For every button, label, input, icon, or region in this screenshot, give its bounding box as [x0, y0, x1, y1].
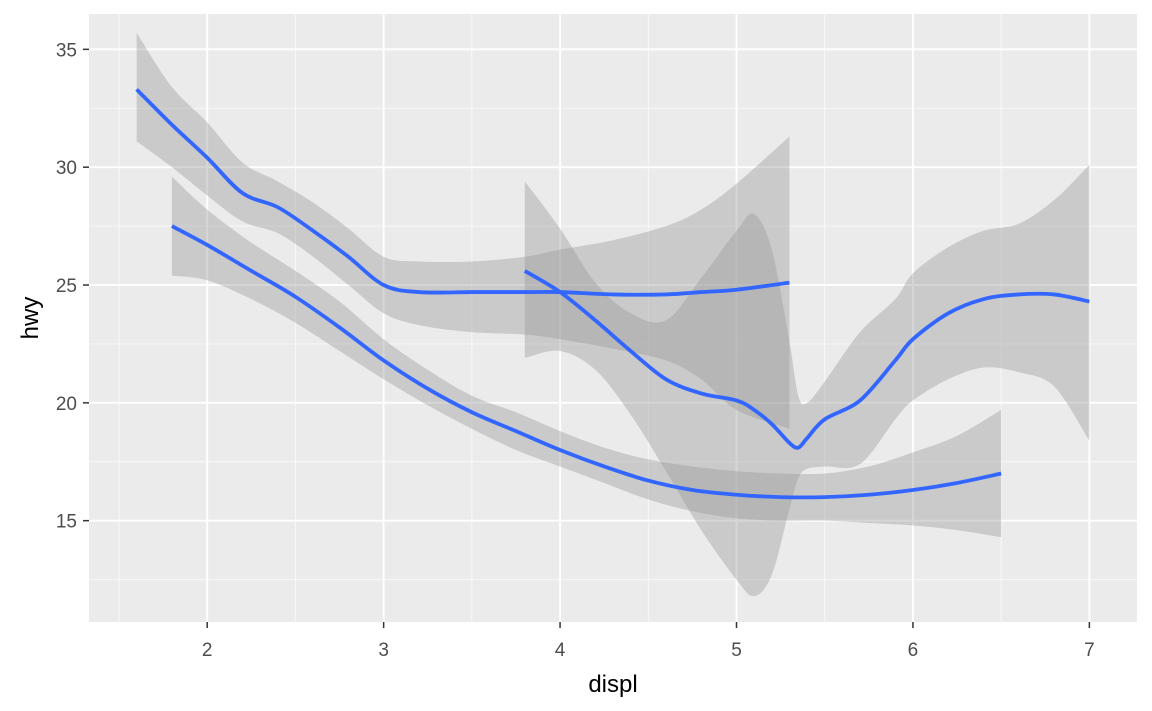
confidence-ribbons	[136, 32, 1090, 597]
confidence-ribbon-2	[171, 176, 1002, 538]
grid-major	[89, 14, 1137, 622]
y-tick-label: 20	[56, 394, 77, 415]
confidence-ribbon-3	[524, 164, 1090, 597]
y-axis-title: hwy	[17, 297, 44, 340]
x-axis-title: displ	[588, 671, 637, 698]
confidence-ribbon-1	[136, 32, 790, 429]
y-tick-label: 30	[56, 158, 77, 179]
y-tick-label: 25	[56, 276, 77, 297]
x-tick-label: 3	[378, 640, 389, 661]
y-tick-label: 15	[56, 512, 77, 533]
y-tick-label: 35	[56, 40, 77, 61]
smooth-line-3	[523, 269, 1090, 450]
x-tick-label: 5	[731, 640, 742, 661]
axes: 2 3 4 5 6 7 15 20 25 30 35	[56, 40, 1095, 661]
smooth-line-1	[135, 88, 790, 297]
x-tick-label: 4	[555, 640, 566, 661]
grid-minor	[89, 14, 1137, 622]
x-tick-label: 6	[908, 640, 919, 661]
smooth-lines	[135, 88, 1090, 500]
x-tick-label: 7	[1084, 640, 1095, 661]
smooth-line-2	[171, 224, 1002, 500]
x-tick-label: 2	[202, 640, 213, 661]
